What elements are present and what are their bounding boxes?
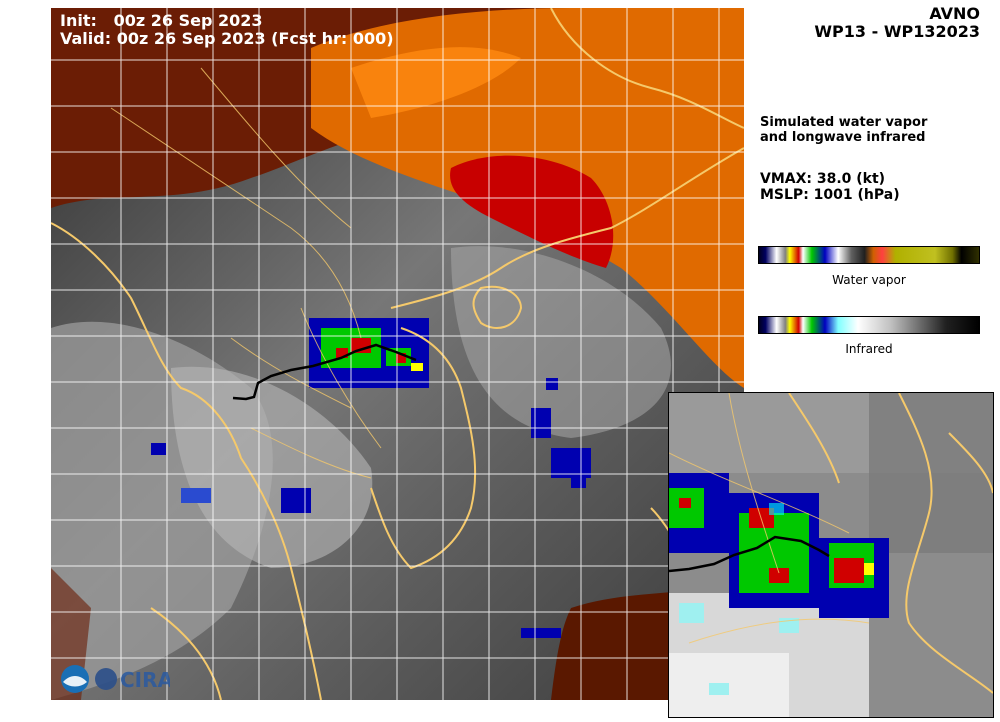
bright-cloud-region-center — [171, 366, 373, 568]
model-title: AVNO WP13 - WP132023 — [814, 5, 980, 41]
convection-blob — [281, 488, 311, 513]
inset-borders — [669, 393, 870, 644]
main-satellite-map — [51, 8, 744, 700]
dry-air-red-patch — [450, 155, 614, 268]
description-line-1: Simulated water vapor — [760, 115, 928, 130]
storm-intensity: VMAX: 38.0 (kt) MSLP: 1001 (hPa) — [760, 171, 900, 203]
inset-storm-track-line — [669, 535, 830, 573]
convection-blob — [151, 443, 166, 455]
inset-convection-cluster — [669, 473, 889, 618]
infrared-colorbar-label: Infrared — [845, 342, 893, 356]
vmax-value: VMAX: 38.0 (kt) — [760, 171, 886, 187]
cira-logo-text: CIRA — [120, 668, 170, 692]
product-description: Simulated water vapor and longwave infra… — [760, 115, 927, 145]
valid-time-label: Valid: 00z 26 Sep 2023 (Fcst hr: 000) — [60, 29, 394, 48]
storm-id: WP13 - WP132023 — [814, 22, 980, 41]
inset-map-svg — [669, 393, 993, 717]
mslp-value: MSLP: 1001 (hPa) — [760, 187, 900, 203]
convection-blob — [546, 378, 558, 390]
inset-coastlines — [788, 393, 993, 694]
description-line-2: and longwave infrared — [760, 130, 926, 145]
water-vapor-colorbar-label: Water vapor — [832, 273, 906, 287]
noaa-cira-logo: CIRA — [61, 665, 170, 693]
init-time-label: Init: 00z 26 Sep 2023 — [60, 11, 263, 30]
inset-zoom-map — [668, 392, 994, 718]
model-name: AVNO — [929, 4, 980, 23]
water-vapor-colorbar — [758, 246, 980, 264]
convection-blob — [531, 408, 551, 438]
seal-logo-icon — [95, 668, 117, 690]
convection-blob — [571, 473, 586, 488]
convection-blob — [521, 628, 561, 638]
convection-cluster-main — [309, 318, 429, 388]
storm-track-line — [232, 343, 417, 401]
main-map-svg — [51, 8, 744, 700]
dry-air-bright-orange — [351, 47, 521, 118]
infrared-colorbar — [758, 316, 980, 334]
convection-blob — [181, 488, 211, 503]
logo-group: CIRA — [60, 662, 170, 696]
bright-cloud-region-east — [451, 246, 671, 438]
